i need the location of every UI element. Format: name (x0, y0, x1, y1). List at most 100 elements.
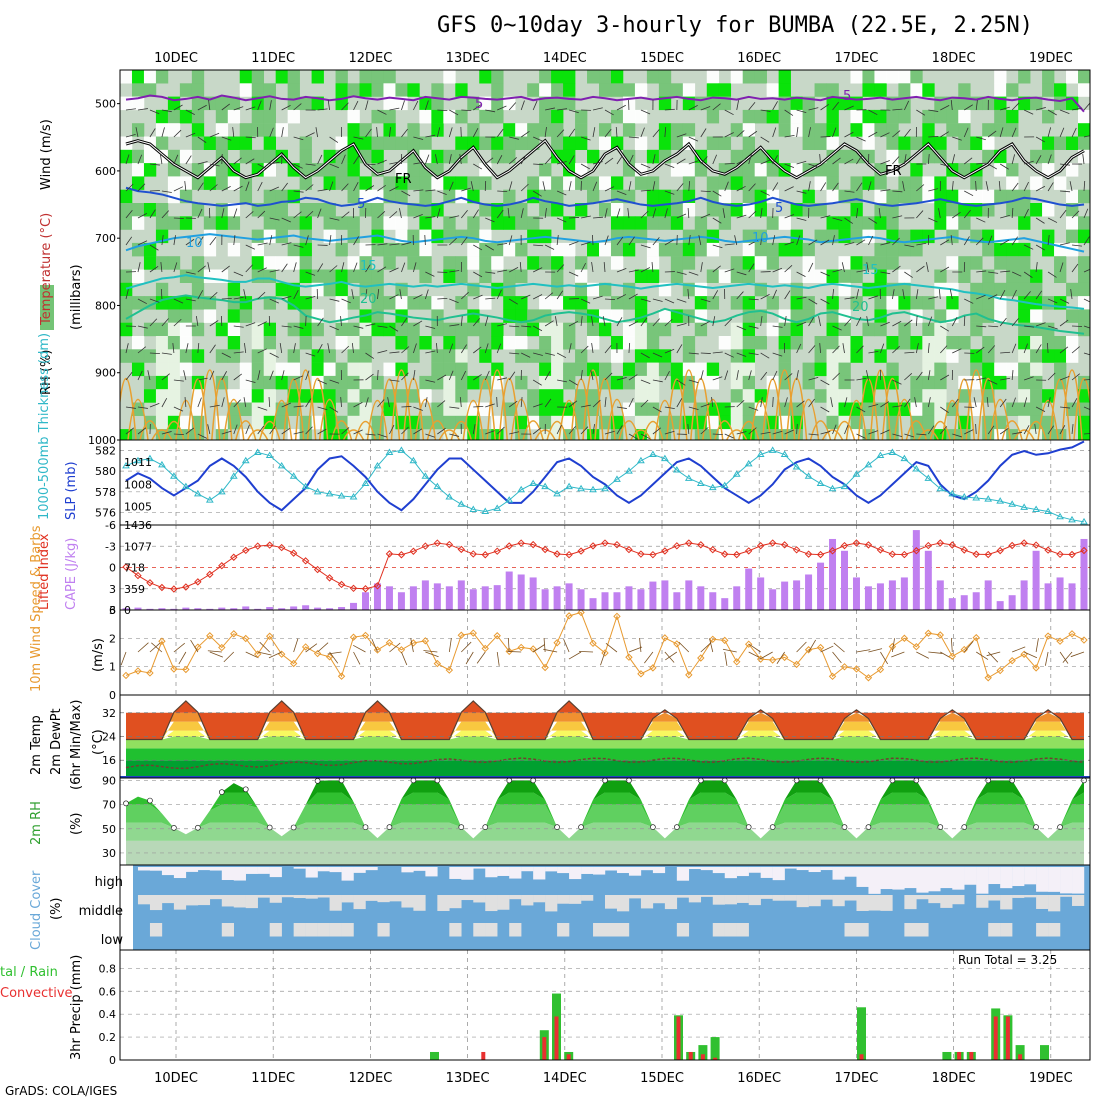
wind-barb (245, 651, 259, 659)
cloud-cell (185, 867, 199, 872)
cloud-cell (832, 895, 845, 907)
rh-cell (634, 375, 648, 390)
rh-cell (215, 163, 229, 177)
wind-barb (844, 190, 855, 193)
wind-barb (580, 215, 591, 219)
cape-bar (924, 550, 932, 610)
rh-cell (802, 189, 815, 204)
wind-barb (293, 375, 303, 381)
wind-barb (664, 208, 668, 219)
cape-bar (134, 607, 142, 610)
rh-cell (251, 389, 265, 403)
wind-barb (664, 239, 674, 246)
wind-barb (940, 266, 950, 273)
rh-cell (467, 256, 480, 270)
wind-barb (269, 161, 280, 165)
cloud-cell (605, 867, 618, 871)
lifted-index-point (565, 551, 573, 559)
li-tick: 0 (109, 562, 116, 575)
wind-barb (616, 268, 627, 273)
rh-cell (143, 415, 157, 430)
rh-cell (515, 375, 528, 390)
rh-cell (922, 389, 935, 403)
rh-cell (431, 149, 444, 164)
rh-cell (251, 149, 265, 164)
rh-cell (239, 429, 253, 440)
wind-barb (257, 406, 268, 411)
wind-barb (233, 399, 241, 408)
wind-barb (279, 343, 283, 354)
rh-cell (670, 362, 684, 377)
cloud-cell (832, 867, 845, 880)
rh-cell (575, 362, 588, 377)
wind-barb (186, 452, 190, 461)
wind-barb (533, 244, 544, 247)
rh-cell (826, 429, 839, 440)
rh-cell (323, 163, 336, 177)
rh-cell (982, 282, 995, 297)
rh-cell (1054, 429, 1067, 440)
rh-cell (742, 269, 755, 283)
wind-barb (149, 403, 160, 408)
wind-barb (365, 352, 375, 359)
lifted-index-point (325, 574, 334, 582)
wind-barb (161, 431, 172, 435)
rh-cell (131, 123, 145, 137)
rh-cell (131, 203, 145, 217)
thickness-point (1080, 517, 1088, 525)
rh-cell (970, 349, 983, 363)
rh-cell (287, 83, 300, 97)
wind-barb (916, 242, 927, 246)
rh-cell (431, 349, 444, 363)
rh-cell (610, 296, 624, 310)
wind-barb (401, 426, 409, 435)
wind-barb (856, 453, 862, 461)
rh-cell (982, 242, 995, 257)
rh-cell (658, 349, 672, 363)
wind-barb (832, 325, 842, 331)
wind-barb (461, 187, 471, 192)
wind-point (816, 643, 825, 652)
lifted-index-point (433, 539, 442, 547)
wind-barb (592, 234, 594, 246)
wind-barb (1059, 109, 1070, 115)
rh-cell (850, 256, 863, 270)
rh-cell (1030, 362, 1043, 377)
lifted-index-point (373, 582, 382, 590)
wind-barb (664, 406, 675, 409)
wind-barb (329, 235, 332, 246)
wind-barb (259, 641, 270, 653)
wind-barb (389, 351, 400, 354)
precip-tick: 0.4 (99, 1008, 117, 1021)
pressure-tick: 600 (95, 165, 116, 178)
rh-cell (1054, 176, 1067, 190)
cloud-cell (485, 867, 498, 878)
rh-point (314, 778, 321, 784)
rh-cell (191, 96, 205, 111)
panel5-dew-label: 2m DewPt (49, 708, 64, 775)
wind-barb (1083, 325, 1090, 329)
wind-barb (880, 189, 891, 192)
rh-cell (610, 336, 624, 350)
cape-bar (290, 606, 298, 610)
cloud-cell (916, 895, 929, 900)
rh-cell (323, 282, 336, 297)
rh-cell (814, 389, 827, 403)
cape-bar (852, 577, 860, 610)
rh-cell (1006, 269, 1019, 283)
wind-barb (892, 405, 903, 408)
wind-barb (902, 181, 905, 192)
wind-barb (137, 346, 147, 354)
wind-barb (964, 157, 973, 165)
cloud-cell (413, 895, 426, 911)
rh-cell (563, 375, 576, 390)
wind-barb (377, 210, 386, 219)
wind-point (325, 653, 334, 661)
cape-bar (302, 605, 310, 610)
wind-barb (484, 370, 490, 381)
wind-point (242, 634, 250, 643)
cloud-cell (509, 895, 522, 900)
rh-cell (251, 402, 265, 416)
rh-cell (227, 322, 241, 337)
wind-barb (185, 155, 192, 165)
